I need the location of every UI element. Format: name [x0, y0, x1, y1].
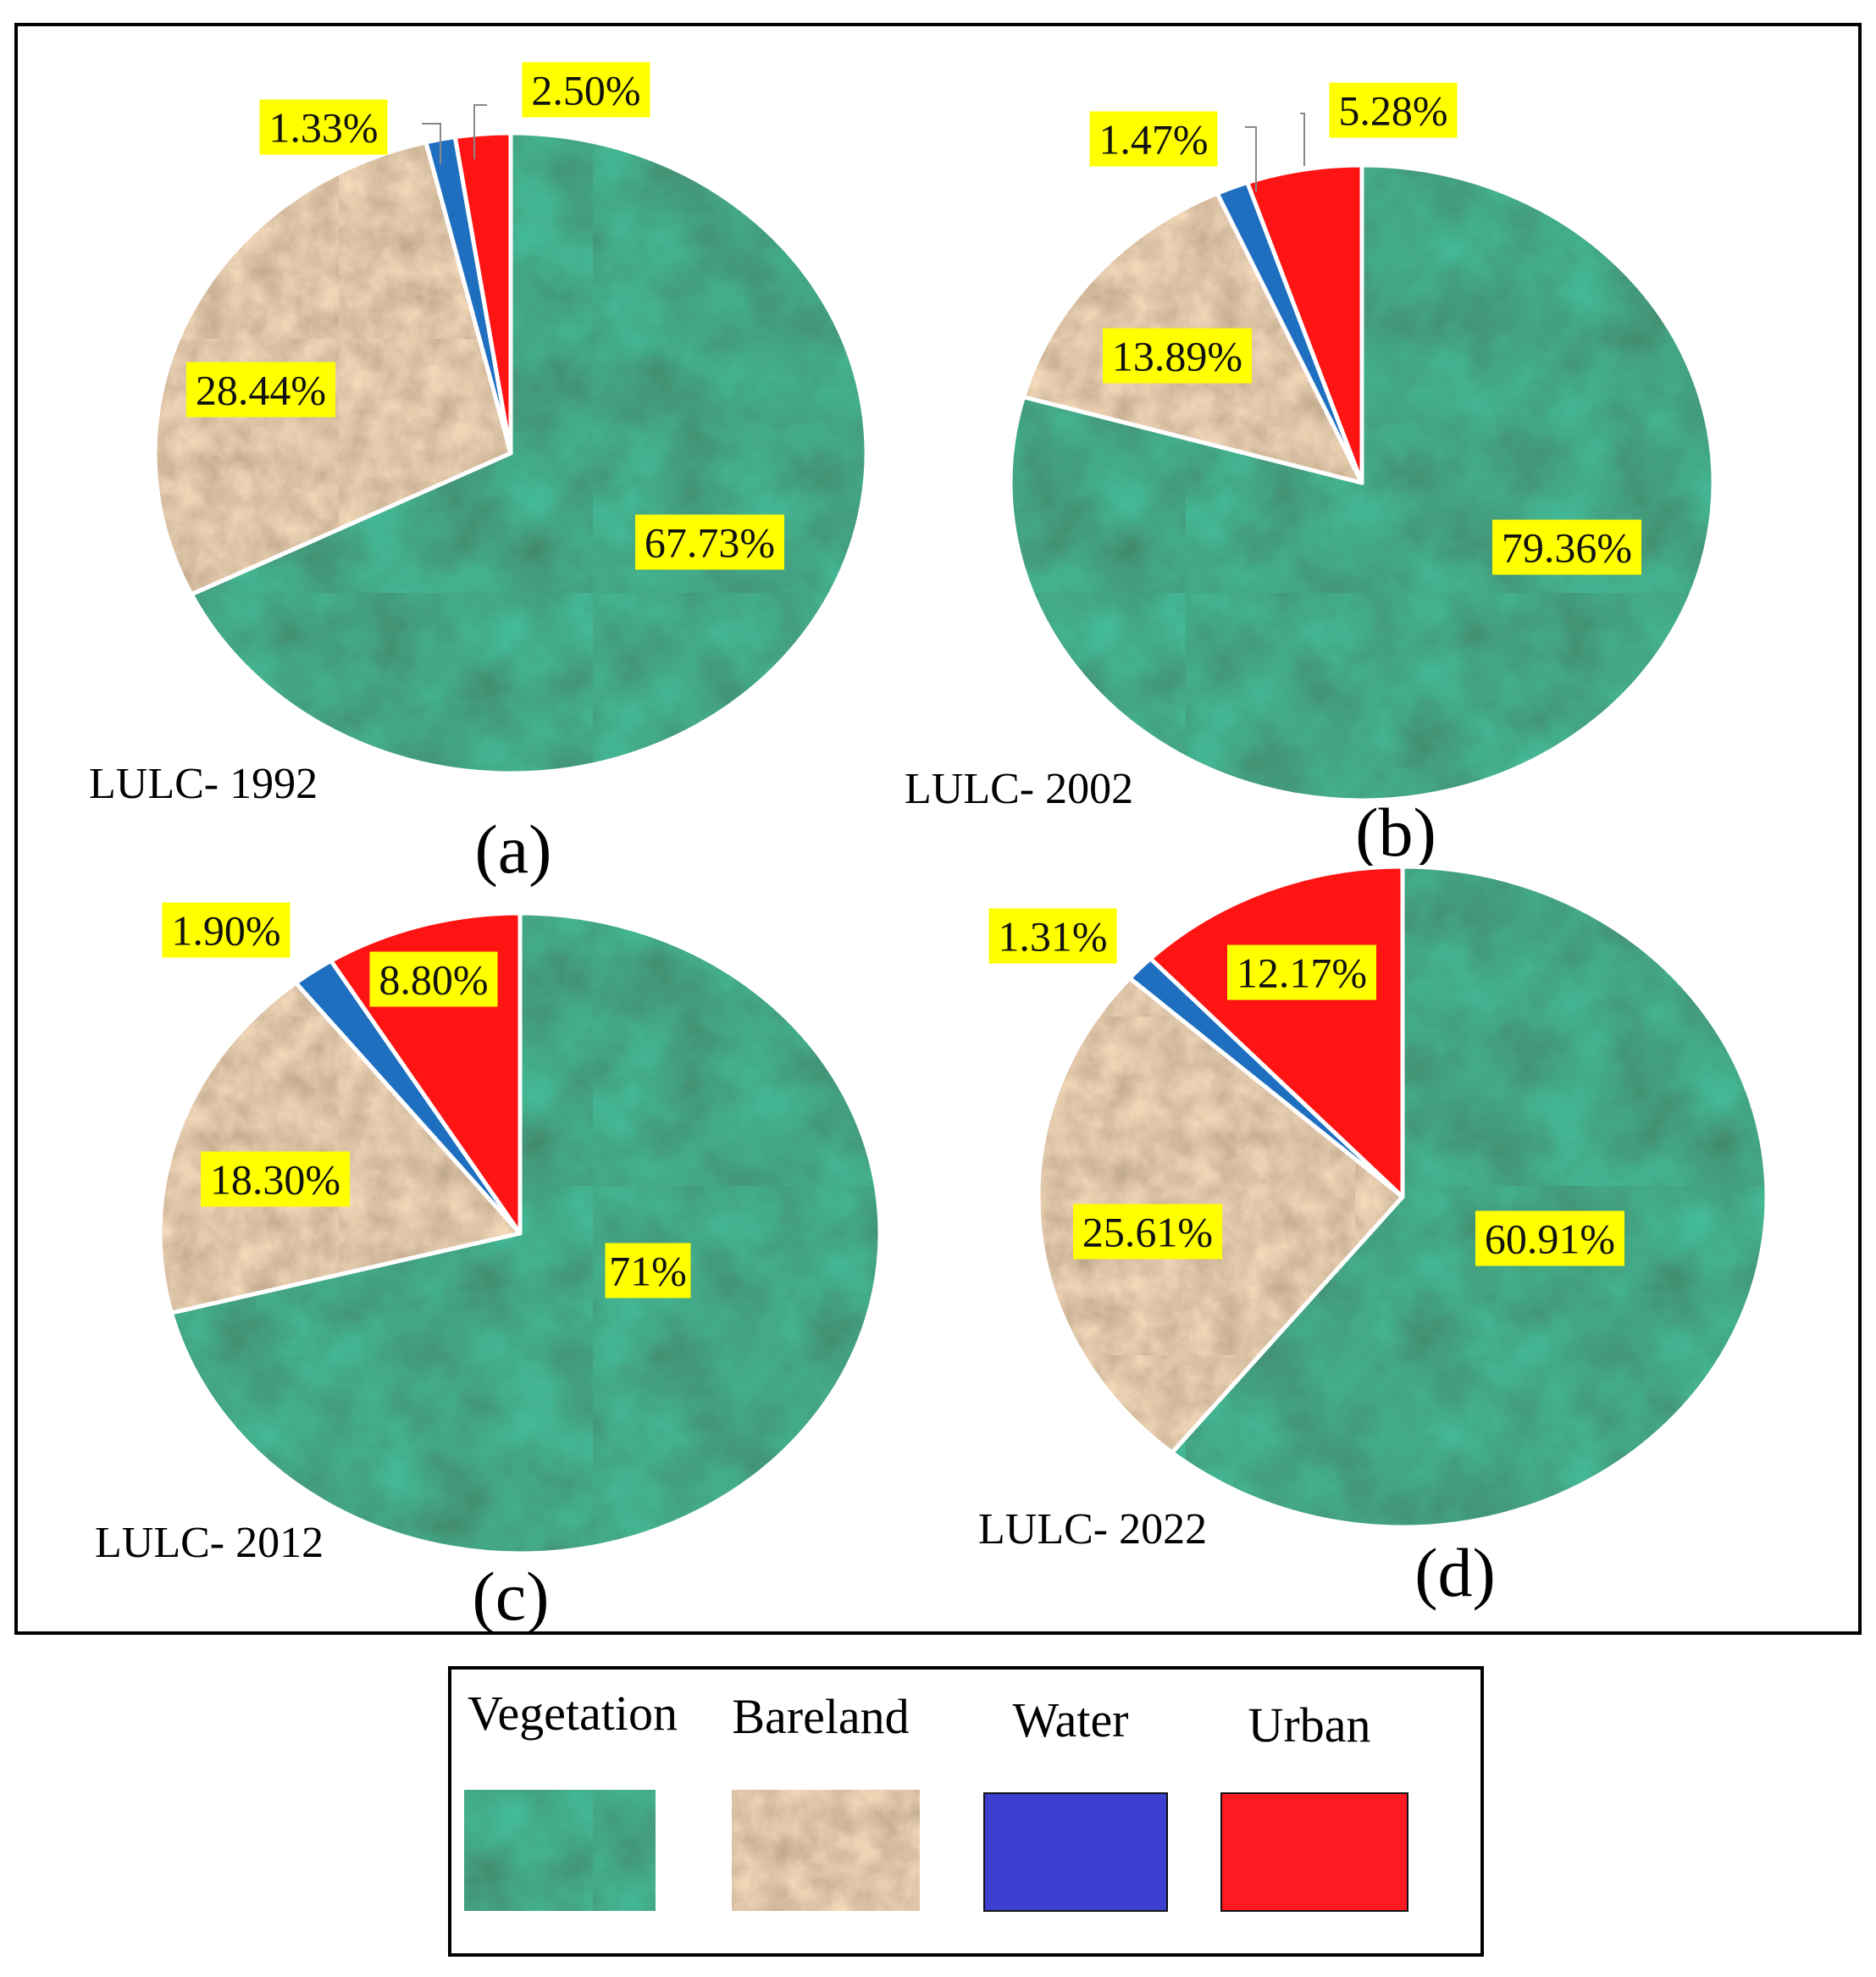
pie-b-leader-0 — [1245, 126, 1257, 191]
pie-a-label-box-urban — [522, 62, 650, 118]
legend-label-bareland: Bareland — [732, 1689, 909, 1744]
pie-c-panel-label: (c) — [472, 1558, 549, 1635]
pie-a-label-bareland: 28.44% — [196, 367, 326, 414]
pie-d-label-vegetation: 60.91% — [1485, 1216, 1615, 1263]
pie-d-label-box-water — [988, 908, 1117, 964]
panel-d: 60.91% 25.61% 1.31% 12.17% LULC- 2022 (d) — [978, 864, 1769, 1611]
pie-d-label-box-bareland — [1073, 1204, 1222, 1260]
pie-b-label-vegetation: 79.36% — [1502, 524, 1632, 572]
pie-a-label-box-water — [259, 99, 388, 155]
pie-b-label-bareland: 13.89% — [1112, 333, 1242, 380]
pie-b-slices — [1008, 163, 1716, 803]
pie-b-labels: 79.36% 13.89% 1.47% 5.28% — [1089, 82, 1641, 575]
legend-swatch-water — [983, 1792, 1168, 1912]
pie-c-label-water: 1.90% — [171, 907, 280, 955]
pie-a-label-box-vegetation — [635, 514, 784, 570]
pie-c-label-box-water — [162, 902, 291, 958]
pie-a-caption: LULC- 1992 — [89, 760, 318, 808]
pie-a-leader-1 — [473, 104, 487, 159]
pie-a-leader-0 — [422, 123, 441, 164]
legend-label-urban: Urban — [1248, 1697, 1371, 1753]
pie-a-labels: 67.73% 28.44% 1.33% 2.50% — [186, 62, 784, 570]
pie-d-caption: LULC- 2022 — [978, 1505, 1207, 1553]
pie-b-label-water: 1.47% — [1098, 116, 1208, 163]
panel-b: 79.36% 13.89% 1.47% 5.28% LULC- 2002 (b) — [905, 82, 1716, 871]
pie-c-label-box-vegetation — [605, 1243, 691, 1299]
pie-b-panel-label: (b) — [1355, 794, 1436, 871]
legend-swatch-bareland — [732, 1790, 920, 1911]
pie-d-label-box-urban — [1227, 944, 1376, 1000]
pie-b-label-urban: 5.28% — [1338, 87, 1447, 135]
pie-b-label-box-urban — [1329, 82, 1458, 138]
pie-c-label-box-urban — [369, 951, 498, 1007]
pie-b-label-box-vegetation — [1492, 519, 1641, 575]
legend-label-vegetation: Vegetation — [468, 1686, 678, 1741]
pie-b-slice-urban — [1245, 163, 1364, 485]
pie-a-label-urban: 2.50% — [531, 67, 640, 114]
pie-c-labels: 71% 18.30% 1.90% 8.80% — [162, 902, 691, 1299]
pie-c-label-bareland: 18.30% — [210, 1156, 340, 1204]
pie-b-label-box-water — [1089, 111, 1218, 167]
pie-d-slices — [1036, 864, 1769, 1530]
pie-d-label-box-vegetation — [1475, 1210, 1624, 1266]
pie-b-leader-1 — [1300, 113, 1305, 166]
pie-b-label-box-bareland — [1103, 328, 1252, 384]
pie-a-panel-label: (a) — [474, 811, 551, 888]
pie-d-label-bareland: 25.61% — [1082, 1209, 1213, 1256]
panel-c: 71% 18.30% 1.90% 8.80% LULC- 2012 (c) — [95, 902, 883, 1635]
pie-d-slice-vegetation — [1170, 864, 1769, 1530]
legend-swatch-urban — [1220, 1792, 1408, 1912]
pie-a-slices — [152, 130, 869, 776]
pie-b-caption: LULC- 2002 — [905, 765, 1133, 813]
legend-swatch-vegetation — [464, 1790, 656, 1911]
pie-a-slice-vegetation — [189, 130, 869, 776]
pie-a-slice-urban — [452, 130, 513, 456]
pie-c-label-box-bareland — [201, 1151, 350, 1207]
figure-frame — [14, 23, 1862, 1635]
pie-d-label-urban: 12.17% — [1237, 950, 1367, 997]
pie-d-labels: 60.91% 25.61% 1.31% 12.17% — [988, 908, 1624, 1266]
pie-a-label-vegetation: 67.73% — [645, 519, 775, 567]
pie-a-label-box-bareland — [186, 362, 335, 418]
panel-a: 67.73% 28.44% 1.33% 2.50% LULC- 1992 (a) — [89, 62, 869, 888]
pie-d-panel-label: (d) — [1414, 1534, 1496, 1611]
legend-label-water: Water — [1012, 1692, 1128, 1747]
legend: Vegetation Bareland Water Urban — [448, 1666, 1484, 1957]
pie-c-label-vegetation: 71% — [609, 1248, 687, 1295]
pie-a-label-water: 1.33% — [268, 104, 378, 152]
pie-c-label-urban: 8.80% — [379, 956, 488, 1004]
pie-c-slices — [158, 911, 883, 1556]
pie-c-caption: LULC- 2012 — [95, 1519, 324, 1567]
pie-c-slice-bareland — [158, 980, 523, 1315]
legend-frame — [448, 1666, 1484, 1957]
pie-d-label-water: 1.31% — [998, 913, 1107, 961]
pie-c-slice-vegetation — [169, 911, 883, 1556]
